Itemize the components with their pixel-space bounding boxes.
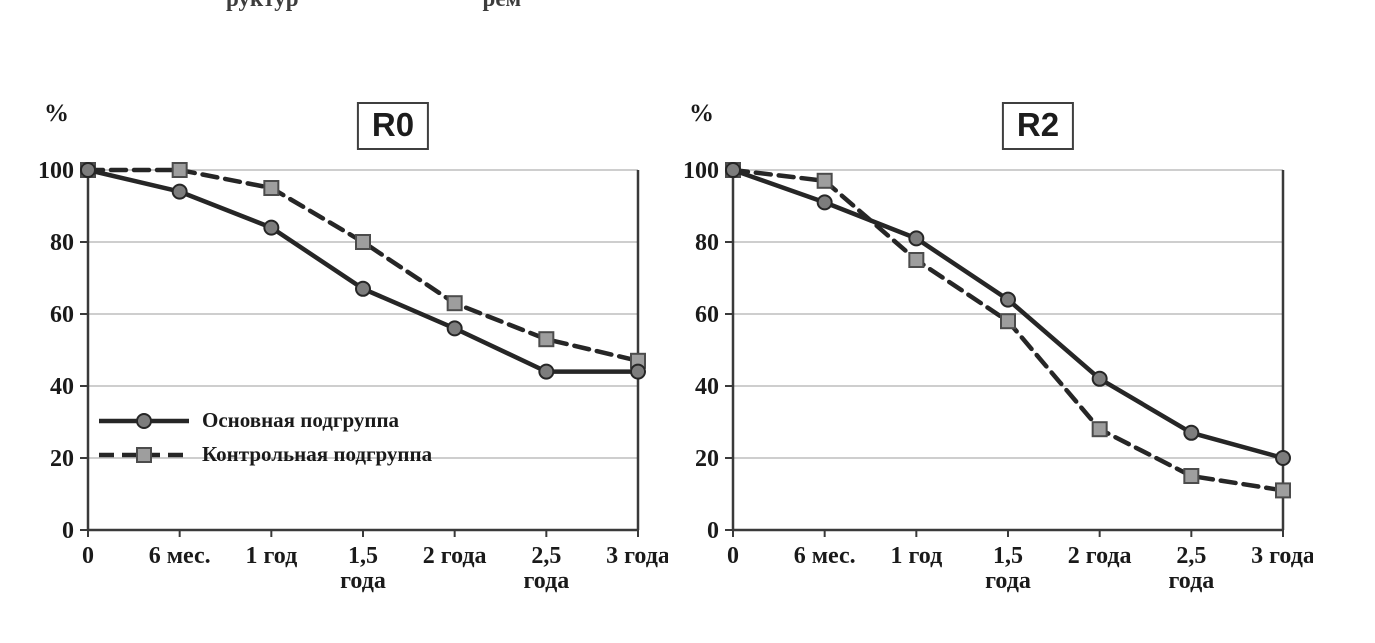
x-tick-label-3-1: года bbox=[340, 568, 386, 594]
y-tick-label-80: 80 bbox=[50, 230, 74, 256]
y-tick-label-60: 60 bbox=[695, 302, 719, 328]
square-marker bbox=[1091, 421, 1108, 438]
square-marker bbox=[908, 252, 925, 268]
plot-area-R2: 0 20 40 60 80 100 0 6 мес. 1 год 1,5 года 2 года 2,5… bbox=[663, 90, 1313, 643]
x-tick-label-5-1: года bbox=[523, 568, 569, 594]
y-tick-label-40: 40 bbox=[695, 374, 719, 400]
x-tick-label-4-0: 2 года bbox=[423, 543, 487, 569]
legend-label-control-subgroup: Контрольная подгруппа bbox=[202, 442, 433, 466]
circle-marker bbox=[171, 183, 188, 200]
square-marker bbox=[1000, 313, 1016, 330]
y-tick-label-20: 20 bbox=[50, 446, 74, 472]
circle-marker bbox=[1000, 291, 1016, 308]
legend-item-control-subgroup: Контрольная подгруппа bbox=[96, 442, 432, 467]
x-tick-label-3-0: 1,5 bbox=[348, 543, 378, 569]
square-marker bbox=[1275, 482, 1291, 499]
square-marker bbox=[538, 331, 555, 348]
x-tick-label-2-0: 1 год bbox=[245, 543, 297, 569]
x-tick-label-3-0: 1,5 bbox=[993, 543, 1023, 569]
y-tick-label-0: 0 bbox=[62, 518, 74, 544]
plot-area-R0: 0 20 40 60 80 100 0 6 мес. 1 год 1,5 года 2 года 2,5… bbox=[18, 90, 668, 643]
circle-marker bbox=[80, 162, 96, 178]
series-line-square bbox=[730, 167, 1286, 493]
square-marker bbox=[816, 172, 833, 189]
circle-marker bbox=[446, 320, 463, 337]
legend-label-main-subgroup: Основная подгруппа bbox=[202, 408, 400, 432]
square-marker bbox=[446, 295, 463, 312]
y-tick-label-40: 40 bbox=[50, 374, 74, 400]
square-marker bbox=[355, 234, 371, 250]
x-tick-label-5-0: 2,5 bbox=[1176, 543, 1206, 569]
circle-marker bbox=[355, 280, 371, 297]
chart-R2: % R2 0 20 40 60 80 100 0 6 мес. 1 год 1,5 года 2 го… bbox=[663, 90, 1313, 643]
chart-title-R2: R2 bbox=[1001, 102, 1075, 150]
chart-R0: % R0 0 20 40 60 80 100 0 6 мес. 1 год 1,5 года 2 го… bbox=[18, 90, 668, 643]
x-tick-label-6-0: 3 года bbox=[606, 543, 668, 569]
x-tick-label-0-0: 0 bbox=[727, 543, 739, 569]
x-tick-label-1-0: 6 мес. bbox=[794, 543, 856, 569]
circle-marker bbox=[630, 363, 646, 380]
circle-marker bbox=[908, 230, 925, 247]
series-line-square bbox=[85, 167, 641, 364]
square-marker bbox=[1183, 468, 1200, 484]
x-tick-label-5-1: года bbox=[1168, 568, 1214, 594]
y-tick-label-0: 0 bbox=[707, 518, 719, 544]
y-axis-unit-label: % bbox=[689, 100, 714, 127]
x-tick-label-2-0: 1 год bbox=[890, 543, 942, 569]
solid-line-circle-marker-icon bbox=[99, 412, 189, 429]
y-tick-label-80: 80 bbox=[695, 230, 719, 256]
x-tick-label-1-0: 6 мес. bbox=[149, 543, 211, 569]
x-tick-label-4-0: 2 года bbox=[1068, 543, 1132, 569]
legend: Основная подгруппа Контрольная подгруппа bbox=[96, 408, 432, 467]
x-tick-label-3-1: года bbox=[985, 568, 1031, 594]
dashed-line-square-marker-icon bbox=[99, 446, 189, 463]
y-axis-unit-label: % bbox=[44, 100, 69, 127]
cropped-caption-fragment: руктур рем bbox=[226, 0, 521, 11]
y-tick-label-20: 20 bbox=[695, 446, 719, 472]
circle-marker bbox=[263, 219, 280, 236]
circle-marker bbox=[538, 363, 555, 380]
circle-marker bbox=[725, 162, 741, 178]
circle-marker bbox=[1275, 450, 1291, 466]
y-tick-label-60: 60 bbox=[50, 302, 74, 328]
circle-marker bbox=[1183, 424, 1200, 441]
x-tick-label-0-0: 0 bbox=[82, 543, 94, 569]
y-tick-label-100: 100 bbox=[683, 158, 719, 184]
cropped-caption-text: руктур рем bbox=[0, 0, 1375, 12]
legend-item-main-subgroup: Основная подгруппа bbox=[96, 408, 432, 433]
circle-marker bbox=[1091, 370, 1108, 387]
square-marker bbox=[263, 180, 280, 196]
square-marker bbox=[171, 162, 188, 178]
chart-title-R0: R0 bbox=[356, 102, 430, 150]
x-tick-label-5-0: 2,5 bbox=[531, 543, 561, 569]
circle-marker bbox=[816, 194, 833, 211]
x-tick-label-6-0: 3 года bbox=[1251, 543, 1313, 569]
y-tick-label-100: 100 bbox=[38, 158, 74, 184]
